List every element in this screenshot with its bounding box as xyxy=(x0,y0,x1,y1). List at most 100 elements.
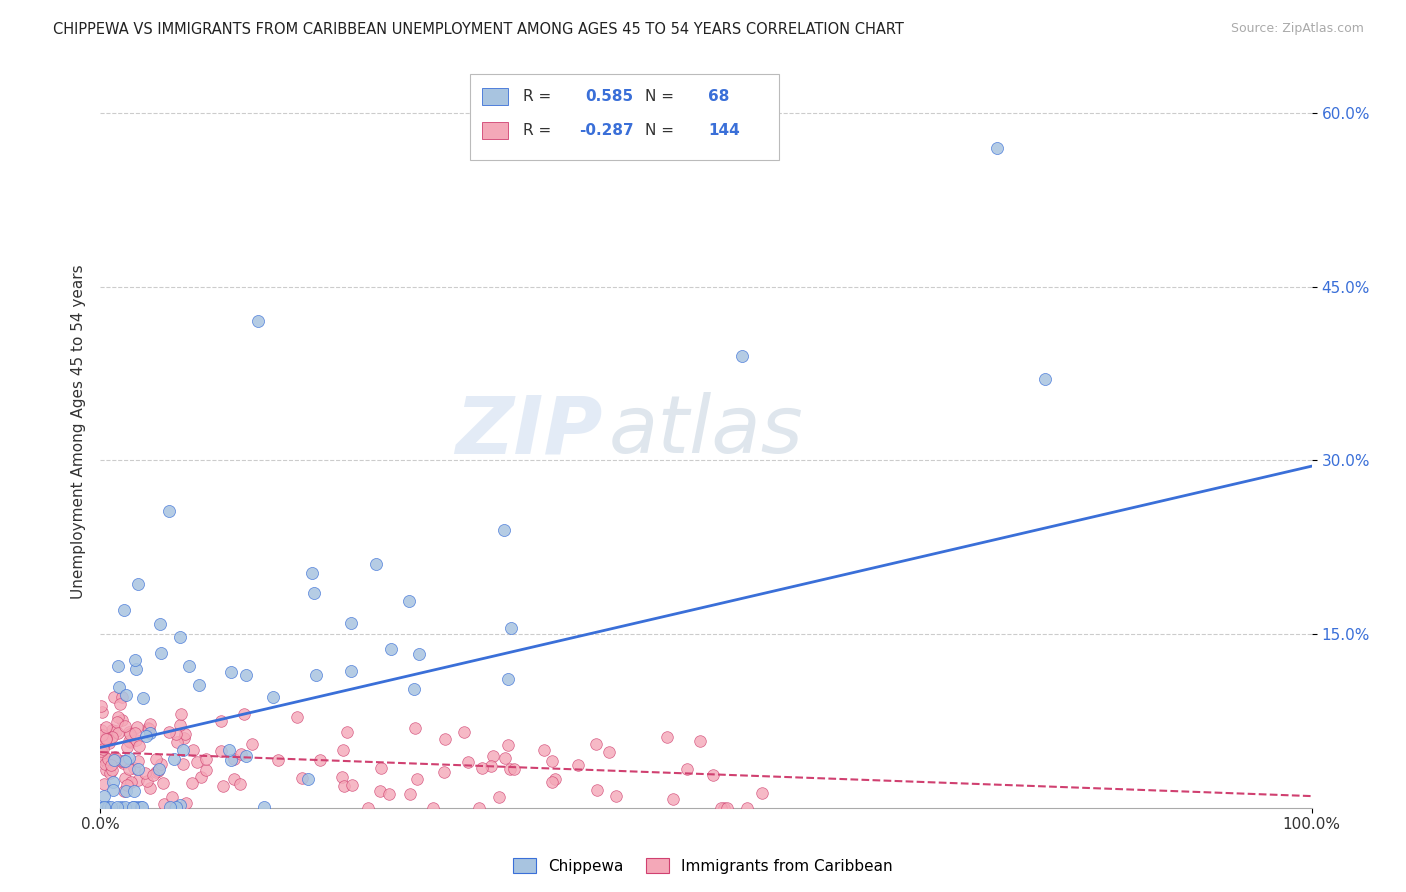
Point xyxy=(122,799,145,814)
Point xyxy=(98,766,121,780)
Point xyxy=(496,672,519,686)
Point xyxy=(120,775,142,789)
Point xyxy=(136,721,159,735)
Point xyxy=(169,718,191,732)
Point xyxy=(336,725,359,739)
Point xyxy=(160,790,183,805)
Point xyxy=(453,724,475,739)
Text: 68: 68 xyxy=(709,89,730,104)
Point xyxy=(98,727,121,741)
Point xyxy=(127,577,149,591)
Point xyxy=(114,754,136,768)
Text: R =: R = xyxy=(523,89,557,104)
Point xyxy=(229,777,252,791)
Text: CHIPPEWA VS IMMIGRANTS FROM CARIBBEAN UNEMPLOYMENT AMONG AGES 45 TO 54 YEARS COR: CHIPPEWA VS IMMIGRANTS FROM CARIBBEAN UN… xyxy=(53,22,904,37)
Point xyxy=(111,713,134,727)
Point xyxy=(122,784,145,798)
Point xyxy=(115,740,138,755)
Point xyxy=(111,690,134,704)
Point xyxy=(655,730,678,744)
Point xyxy=(188,678,211,692)
Point xyxy=(405,772,427,787)
Point xyxy=(125,720,148,734)
Point xyxy=(488,789,510,804)
Legend: Chippewa, Immigrants from Caribbean: Chippewa, Immigrants from Caribbean xyxy=(506,852,900,880)
Point xyxy=(339,615,361,630)
Point xyxy=(112,783,135,797)
Point xyxy=(103,753,125,767)
Point xyxy=(145,752,167,766)
Point xyxy=(96,763,118,777)
Point xyxy=(291,771,314,785)
Text: N =: N = xyxy=(645,123,679,138)
Point xyxy=(177,658,200,673)
Point xyxy=(533,743,555,757)
Point xyxy=(267,753,290,767)
Point xyxy=(90,723,112,737)
Point xyxy=(380,642,402,657)
Point xyxy=(153,797,176,811)
Point xyxy=(127,762,149,776)
Point xyxy=(662,791,685,805)
Point xyxy=(165,727,187,741)
Point xyxy=(165,799,187,814)
Point xyxy=(107,709,129,723)
Point xyxy=(408,647,430,661)
Text: 144: 144 xyxy=(709,123,740,138)
Point xyxy=(471,761,494,775)
Point xyxy=(246,314,269,328)
Point xyxy=(132,691,155,706)
Point xyxy=(157,504,180,518)
Text: Source: ZipAtlas.com: Source: ZipAtlas.com xyxy=(1230,22,1364,36)
Point xyxy=(195,752,218,766)
Point xyxy=(93,789,115,804)
Point xyxy=(101,730,124,744)
Point xyxy=(90,705,112,719)
Point xyxy=(104,749,127,764)
Point xyxy=(145,764,167,779)
Point xyxy=(166,735,188,749)
Point xyxy=(468,800,491,814)
Point xyxy=(224,772,246,787)
Point xyxy=(91,747,114,761)
Point xyxy=(457,755,479,769)
Point xyxy=(118,735,141,749)
Point xyxy=(585,737,607,751)
Point xyxy=(127,772,149,787)
Point xyxy=(100,763,122,777)
Point xyxy=(114,784,136,798)
Point xyxy=(124,726,146,740)
Point xyxy=(90,752,112,766)
Point xyxy=(170,706,193,721)
FancyBboxPatch shape xyxy=(470,74,779,161)
Point xyxy=(135,730,157,744)
Point xyxy=(332,742,354,756)
Point xyxy=(90,744,112,758)
Point xyxy=(115,688,138,702)
Point xyxy=(96,756,118,771)
Point xyxy=(605,789,627,803)
Point xyxy=(91,728,114,742)
Point xyxy=(94,731,117,746)
Point xyxy=(1033,372,1056,386)
Point xyxy=(252,799,274,814)
Point xyxy=(422,800,444,814)
Point xyxy=(541,774,564,789)
Point xyxy=(479,759,502,773)
Point xyxy=(117,724,139,739)
Point xyxy=(97,799,120,814)
Text: 0.585: 0.585 xyxy=(585,89,633,104)
Point xyxy=(544,772,567,786)
Point xyxy=(104,751,127,765)
Point xyxy=(209,714,232,729)
Point xyxy=(702,768,724,782)
Point xyxy=(163,751,186,765)
Point xyxy=(675,763,697,777)
Point xyxy=(124,662,146,676)
Point xyxy=(111,756,134,770)
Point xyxy=(114,771,136,785)
Point xyxy=(105,715,128,730)
Point xyxy=(209,743,232,757)
Point xyxy=(107,659,129,673)
Point xyxy=(302,586,325,600)
